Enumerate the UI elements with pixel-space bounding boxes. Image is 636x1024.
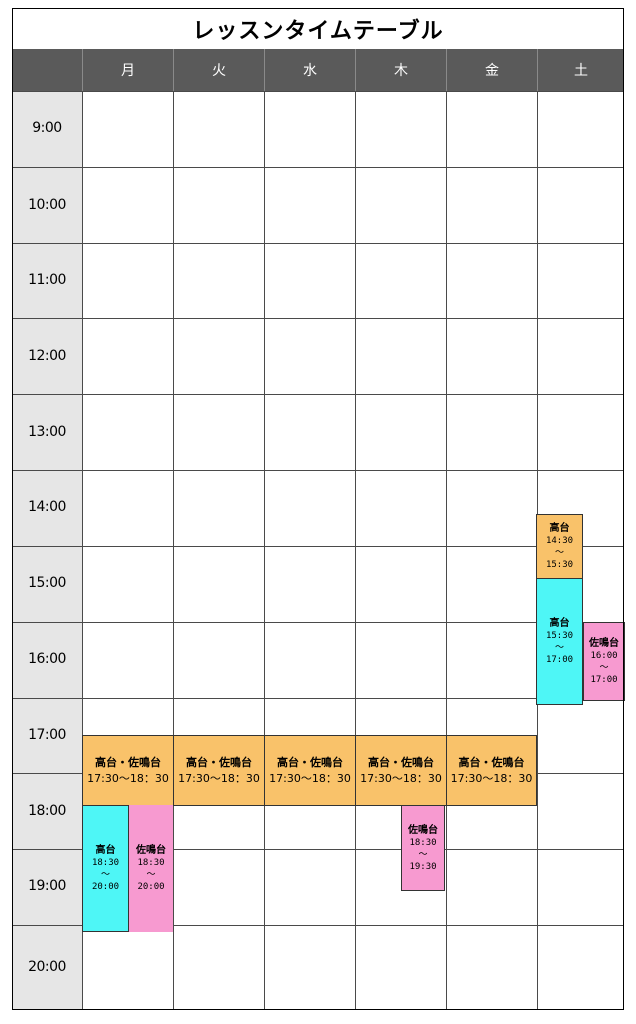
lesson-end: 19:30 (409, 861, 437, 872)
time-label: 17:00 (28, 727, 66, 743)
lesson-time: 17:30〜18：30 (360, 771, 442, 785)
grid-line (82, 91, 83, 1010)
grid-line (12, 318, 624, 319)
time-label: 19:00 (28, 878, 66, 894)
time-column (12, 91, 82, 1010)
timetable-title: レッスンタイムテーブル (12, 8, 624, 50)
lesson-name: 高台・佐鳴台 (458, 755, 525, 769)
lesson-name: 佐鳴台 (408, 824, 438, 836)
lesson-name: 高台 (95, 845, 116, 856)
lesson-name: 高台・佐鳴台 (95, 755, 161, 769)
lesson-time: 17:30〜18：30 (269, 771, 351, 785)
lesson-sep: 〜 (599, 663, 609, 673)
lesson-start: 14:30 (545, 536, 574, 546)
time-label: 15:00 (28, 575, 66, 591)
grid-line (12, 470, 624, 471)
time-label: 13:00 (28, 424, 66, 440)
lesson-end: 17:00 (590, 675, 618, 685)
lesson-time: 17:30〜18：30 (178, 771, 260, 785)
grid-line (12, 394, 624, 395)
lesson-block-sat-takadai-1[interactable]: 高台 14:30 〜 15:30 (536, 514, 583, 579)
lesson-sep: 〜 (146, 870, 156, 880)
grid-line (12, 622, 624, 623)
lesson-name: 高台 (549, 618, 570, 629)
time-label: 12:00 (28, 348, 66, 364)
day-header-thu: 木 (355, 49, 446, 91)
time-label: 20:00 (28, 959, 66, 975)
lesson-sep: 〜 (100, 870, 110, 880)
lesson-block-tue-shared[interactable]: 高台・佐鳴台 17:30〜18：30 (173, 735, 265, 806)
lesson-sep: 〜 (418, 849, 428, 860)
grid-line (12, 698, 624, 699)
lesson-name: 高台 (549, 523, 570, 534)
day-header-tue: 火 (173, 49, 264, 91)
grid-line (12, 849, 624, 850)
day-header-mon: 月 (82, 49, 173, 91)
lesson-end: 20:00 (91, 882, 120, 892)
lesson-name: 佐鳴台 (136, 845, 166, 856)
time-label: 18:00 (28, 803, 66, 819)
lesson-name: 佐鳴台 (589, 638, 619, 649)
lesson-block-sat-takadai-2[interactable]: 高台 15:30 〜 17:00 (536, 578, 583, 705)
grid-line (355, 91, 356, 1010)
time-label: 14:00 (28, 499, 66, 515)
day-header-sat: 土 (537, 49, 624, 91)
lesson-start: 18:30 (91, 858, 120, 868)
lesson-end: 20:00 (137, 882, 165, 892)
day-header-row (12, 49, 624, 91)
lesson-block-thu-sanarudai[interactable]: 佐鳴台 18:30 〜 19:30 (401, 805, 445, 891)
grid-line (12, 91, 624, 92)
grid-line (446, 91, 447, 1010)
lesson-name: 高台・佐鳴台 (186, 755, 252, 769)
lesson-block-mon-shared[interactable]: 高台・佐鳴台 17:30〜18：30 (82, 735, 174, 806)
lesson-name: 高台・佐鳴台 (368, 755, 434, 769)
lesson-sep: 〜 (554, 548, 564, 558)
timetable: レッスンタイムテーブル 月 火 水 木 金 土 9:00 10:00 11:00… (12, 8, 625, 1010)
lesson-block-fri-shared[interactable]: 高台・佐鳴台 17:30〜18：30 (446, 735, 537, 806)
grid-line (173, 91, 174, 1010)
lesson-start: 15:30 (545, 631, 574, 641)
lesson-start: 16:00 (590, 651, 618, 661)
lesson-name: 高台・佐鳴台 (277, 755, 343, 769)
time-label: 9:00 (32, 120, 62, 136)
grid-line (12, 925, 624, 926)
grid-line (12, 167, 624, 168)
grid-line (12, 243, 624, 244)
lesson-block-wed-shared[interactable]: 高台・佐鳴台 17:30〜18：30 (264, 735, 356, 806)
grid-line (12, 546, 624, 547)
time-label: 16:00 (28, 651, 66, 667)
time-label: 11:00 (28, 272, 66, 288)
time-label: 10:00 (28, 197, 66, 213)
day-header-fri: 金 (446, 49, 537, 91)
lesson-sep: 〜 (554, 643, 564, 653)
lesson-start: 18:30 (409, 837, 437, 848)
day-header-wed: 水 (264, 49, 355, 91)
lesson-end: 17:00 (545, 655, 574, 665)
lesson-time: 17:30〜18：30 (87, 771, 169, 785)
lesson-block-mon-sanarudai[interactable]: 佐鳴台 18:30 〜 20:00 (129, 805, 173, 932)
lesson-time: 17:30〜18：30 (450, 771, 533, 785)
lesson-end: 15:30 (545, 560, 574, 570)
lesson-block-mon-takadai[interactable]: 高台 18:30 〜 20:00 (82, 805, 129, 932)
lesson-block-sat-sanarudai[interactable]: 佐鳴台 16:00 〜 17:00 (583, 622, 625, 701)
lesson-block-thu-shared[interactable]: 高台・佐鳴台 17:30〜18：30 (355, 735, 447, 806)
grid-line (264, 91, 265, 1010)
lesson-start: 18:30 (137, 858, 165, 868)
